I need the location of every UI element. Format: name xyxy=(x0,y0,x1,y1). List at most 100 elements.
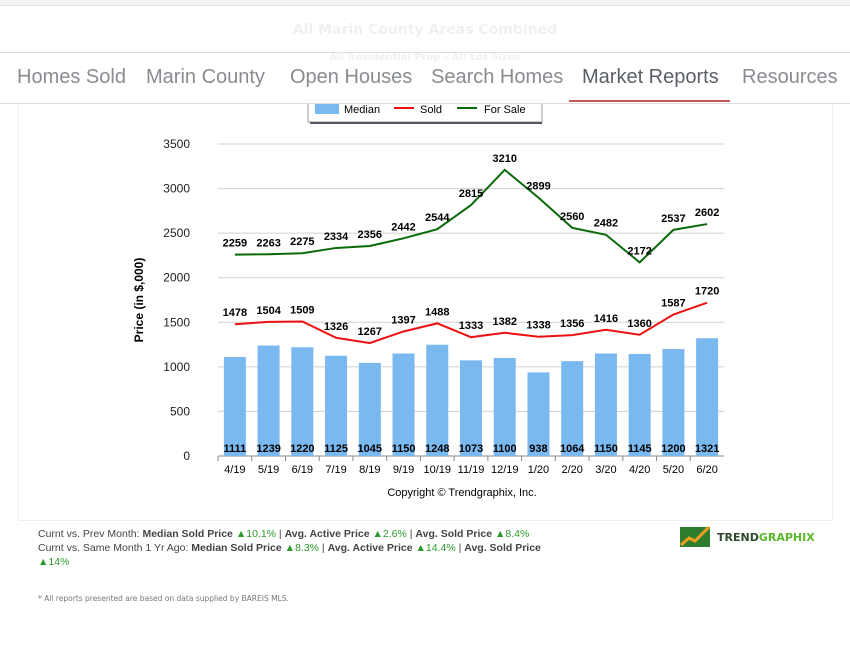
legend-swatch-median xyxy=(315,104,339,114)
x-tick-label: 3/20 xyxy=(595,464,616,476)
x-tick-label: 4/19 xyxy=(224,464,245,476)
bar-median xyxy=(223,356,246,456)
logo-icon xyxy=(680,525,711,547)
point-label: 1504 xyxy=(256,305,281,317)
bar-median xyxy=(561,361,584,456)
x-tick-label: 6/19 xyxy=(292,464,313,476)
report-title: All Marin County Areas Combined xyxy=(292,22,558,38)
trendgraphix-logo[interactable]: TRENDGRAPHIX xyxy=(679,525,819,551)
point-label: 2356 xyxy=(358,229,382,241)
y-tick-label: 3000 xyxy=(163,182,190,196)
bar-label: 1073 xyxy=(459,443,483,455)
point-label: 2815 xyxy=(459,188,483,200)
point-label: 2537 xyxy=(661,213,685,225)
legend-label: Sold xyxy=(420,104,442,116)
y-tick-label: 1000 xyxy=(163,360,190,374)
legend-label: For Sale xyxy=(484,104,526,116)
nav-open-houses[interactable]: Open Houses xyxy=(290,66,413,88)
nav-homes-sold[interactable]: Homes Sold xyxy=(17,66,126,88)
chart-credit: Copyright © Trendgraphix, Inc. xyxy=(387,487,536,499)
label: Median Sold Price xyxy=(191,542,282,554)
bar-median xyxy=(460,360,482,456)
bar-label: 1125 xyxy=(324,443,348,455)
point-label: 2899 xyxy=(526,181,550,193)
x-tick-label: 10/19 xyxy=(424,464,452,476)
y-tick-label: 2500 xyxy=(163,226,190,240)
logo-text: GRAPHIX xyxy=(758,531,815,544)
bar-label: 1150 xyxy=(594,443,618,455)
bar-label: 1145 xyxy=(628,443,652,455)
chart-panel xyxy=(18,104,833,521)
header xyxy=(0,6,850,53)
value: 14% xyxy=(48,556,70,568)
nav-resources[interactable]: Resources xyxy=(742,66,838,88)
x-tick-label: 7/19 xyxy=(325,464,346,476)
bar-median xyxy=(696,338,719,456)
point-label: 1397 xyxy=(391,314,415,326)
active-tab-underline xyxy=(569,100,730,102)
point-label: 2263 xyxy=(256,237,280,249)
bar-median xyxy=(392,353,415,456)
y-tick-label: 0 xyxy=(183,449,190,463)
bar-median xyxy=(493,357,516,456)
bar-median xyxy=(662,349,685,456)
point-label: 1333 xyxy=(459,320,483,332)
value: 10.1% xyxy=(246,528,277,540)
bar-median xyxy=(628,353,651,456)
bar-median xyxy=(426,344,449,456)
up-arrow-icon: ▲ xyxy=(38,556,49,568)
bar-label: 1100 xyxy=(493,443,517,455)
bar-label: 938 xyxy=(529,443,547,455)
point-label: 1360 xyxy=(627,318,651,330)
logo-text: TREND xyxy=(717,531,759,544)
point-label: 1488 xyxy=(425,306,449,318)
label: Avg. Active Price xyxy=(327,542,413,554)
bar-label: 1045 xyxy=(358,443,382,455)
legend-label: Median xyxy=(344,104,380,116)
point-label: 1478 xyxy=(223,307,247,319)
x-tick-label: 1/20 xyxy=(528,464,549,476)
nav-market-reports[interactable]: Market Reports xyxy=(582,66,719,88)
point-label: 1338 xyxy=(526,320,550,332)
label: Avg. Sold Price xyxy=(415,528,493,540)
bar-median xyxy=(325,355,348,456)
point-label: 2602 xyxy=(695,207,719,219)
point-label: 1356 xyxy=(560,318,584,330)
y-tick-label: 500 xyxy=(170,404,190,418)
line-for-sale xyxy=(234,168,708,264)
bar-median xyxy=(257,345,280,456)
value: 8.4% xyxy=(505,528,530,540)
bar-label: 1064 xyxy=(560,443,585,455)
label: Curnt vs. Prev Month: xyxy=(38,528,143,540)
y-axis-title: Price (in $,000) xyxy=(132,258,146,343)
data-source-note: * All reports presented are based on dat… xyxy=(38,594,289,603)
x-tick-label: 2/20 xyxy=(561,464,582,476)
bar-label: 1220 xyxy=(290,443,314,455)
label: Curnt vs. Same Month 1 Yr Ago: xyxy=(38,542,192,554)
point-label: 2334 xyxy=(324,231,349,243)
y-tick-label: 1500 xyxy=(163,315,190,329)
point-label: 2560 xyxy=(560,211,584,223)
bar-label: 1150 xyxy=(392,443,416,455)
x-tick-label: 12/19 xyxy=(491,464,519,476)
point-label: 2275 xyxy=(290,236,314,248)
bar-label: 1248 xyxy=(425,443,449,455)
value: 2.6% xyxy=(382,528,407,540)
up-arrow-icon: ▲ xyxy=(494,528,506,540)
bar-median xyxy=(291,347,314,456)
point-label: 1509 xyxy=(290,304,314,316)
chart: 0 500 1000 1500 2000 2500 3000 3500 Price (in $,… xyxy=(132,99,724,499)
point-label: 2442 xyxy=(391,221,415,233)
point-label: 1326 xyxy=(324,321,348,333)
point-label: 1267 xyxy=(358,326,382,338)
bar-median xyxy=(527,372,550,456)
point-label: 2544 xyxy=(425,212,450,224)
comparison-summary: Curnt vs. Prev Month: Median Sold Price … xyxy=(38,528,541,568)
point-label: 3210 xyxy=(492,153,516,165)
nav-marin-county[interactable]: Marin County xyxy=(146,66,265,88)
nav-search-homes[interactable]: Search Homes xyxy=(431,66,564,88)
point-label: 2259 xyxy=(223,238,247,250)
bar-median xyxy=(358,362,381,456)
bar-label: 1200 xyxy=(661,443,685,455)
up-arrow-icon: ▲ xyxy=(235,528,247,540)
